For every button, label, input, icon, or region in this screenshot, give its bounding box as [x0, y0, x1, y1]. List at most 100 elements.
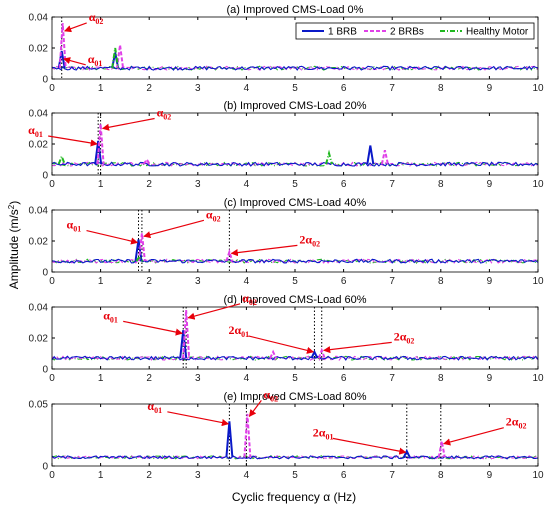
x-tick-label: 7: [389, 179, 395, 190]
peak: [317, 347, 326, 359]
peak: [225, 421, 234, 458]
x-tick-label: 0: [49, 373, 55, 384]
peak: [94, 140, 103, 165]
annotation-symbol: α: [147, 399, 154, 413]
x-tick-label: 2: [146, 276, 152, 287]
annotation-symbol: α: [103, 308, 110, 322]
panel-title: (b) Improved CMS-Load 20%: [223, 100, 366, 112]
panel-e: (e) Improved CMS-Load 80%0 1 2 3 4 5 6 7 8 9 1000.…: [29, 387, 544, 481]
annotation-arrow: [443, 427, 504, 446]
panel-title: (a) Improved CMS-Load 0%: [227, 4, 364, 16]
x-tick-label: 5: [292, 83, 298, 94]
annotation-label: α02: [242, 291, 257, 307]
annotation-subscript: 01: [73, 225, 81, 234]
annotation-arrow: [64, 22, 87, 33]
annotation-label: 2α01: [228, 323, 249, 339]
x-tick-label: 4: [244, 276, 250, 287]
x-tick-label: 3: [195, 179, 201, 190]
x-tick-label: 7: [389, 470, 395, 481]
peak: [116, 44, 125, 69]
series-trace-2-brbs: [51, 455, 539, 460]
annotation-label: α02: [157, 106, 172, 122]
annotation-symbol: α: [206, 207, 213, 221]
panel-title: (c) Improved CMS-Load 40%: [224, 197, 367, 209]
annotation-symbol: 2α: [394, 329, 407, 343]
x-tick-label: 3: [195, 83, 201, 94]
y-tick-label: 0: [42, 365, 48, 376]
y-tick-label: 0: [42, 171, 48, 182]
legend-label: Healthy Motor: [466, 27, 529, 38]
y-tick-label: 0.02: [29, 237, 49, 248]
x-tick-label: 3: [195, 276, 201, 287]
y-tick-label: 0.02: [29, 140, 49, 151]
annotation-label: α01: [88, 52, 103, 68]
x-tick-label: 6: [341, 276, 347, 287]
y-tick-label: 0: [42, 462, 48, 473]
annotation-arrow: [86, 229, 139, 245]
annotation-symbol: 2α: [228, 323, 241, 337]
annotation-label: α01: [103, 308, 118, 324]
peak: [437, 441, 446, 458]
x-tick-label: 1: [98, 470, 104, 481]
panel-a: (a) Improved CMS-Load 0%0 1 2 3 4 5 6 7 8 9 1000.0…: [29, 4, 544, 94]
annotation-subscript: 02: [95, 17, 103, 26]
x-tick-label: 9: [487, 276, 493, 287]
peak: [137, 233, 146, 262]
x-tick-label: 6: [341, 373, 347, 384]
peak: [179, 330, 188, 359]
x-tick-label: 3: [195, 373, 201, 384]
y-axis-label-close: ): [7, 201, 21, 205]
peak: [225, 248, 234, 262]
series-trace-1-brb: [51, 161, 539, 167]
annotation-subscript: 01: [110, 315, 118, 324]
y-axis-label-superscript: 2: [7, 204, 16, 209]
legend: 1 BRB 2 BRBs Healthy Motor: [295, 22, 535, 40]
x-tick-label: 2: [146, 373, 152, 384]
x-tick-label: 1: [98, 83, 104, 94]
y-axis-label: Amplitude (m/s2): [7, 201, 22, 289]
peak: [366, 145, 375, 165]
x-tick-label: 2: [146, 179, 152, 190]
x-tick-label: 7: [389, 373, 395, 384]
x-tick-label: 10: [532, 179, 544, 190]
annotation-arrow: [101, 117, 155, 131]
x-tick-label: 6: [341, 83, 347, 94]
series-trace-1-brb: [51, 258, 539, 264]
annotation-label: 2α02: [394, 329, 415, 345]
annotation-label: α02: [89, 10, 104, 26]
x-tick-label: 5: [292, 276, 298, 287]
y-tick-label: 0: [42, 75, 48, 86]
x-tick-label: 5: [292, 179, 298, 190]
annotation-symbol: 2α: [506, 415, 519, 429]
annotation-arrow: [332, 437, 407, 455]
annotation-subscript: 02: [249, 298, 257, 307]
peak: [111, 47, 120, 69]
x-tick-label: 4: [244, 470, 250, 481]
annotation-symbol: α: [88, 52, 95, 66]
panel-title: (e) Improved CMS-Load 80%: [223, 391, 366, 403]
x-tick-label: 9: [487, 470, 493, 481]
panels-group: (a) Improved CMS-Load 0%0 1 2 3 4 5 6 7 8 9 1000.0…: [28, 4, 544, 481]
annotation-subscript: 01: [325, 432, 333, 441]
y-tick-label: 0: [42, 268, 48, 279]
y-tick-label: 0.04: [29, 303, 49, 314]
annotation-label: α01: [28, 123, 43, 139]
x-tick-label: 2: [146, 83, 152, 94]
annotation-subscript: 01: [241, 330, 249, 339]
annotation-arrow: [230, 244, 298, 257]
x-tick-label: 10: [532, 470, 544, 481]
y-tick-label: 0.05: [29, 400, 49, 411]
annotation-label: α01: [147, 399, 162, 415]
peak: [243, 413, 252, 458]
x-tick-label: 2: [146, 470, 152, 481]
x-tick-label: 0: [49, 276, 55, 287]
annotation-label: α01: [67, 218, 82, 234]
x-tick-label: 10: [532, 276, 544, 287]
annotation-symbol: α: [242, 291, 249, 305]
y-tick-label: 0.02: [29, 44, 49, 55]
series-trace-1-brb: [51, 65, 539, 72]
peak: [325, 149, 333, 165]
series-trace-1-brb: [51, 455, 539, 460]
x-tick-label: 7: [389, 83, 395, 94]
